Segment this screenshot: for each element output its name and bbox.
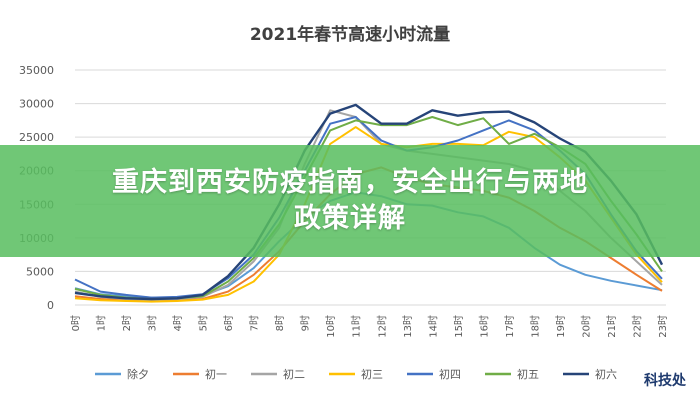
x-tick-label: 23时 xyxy=(657,315,669,338)
x-tick-label: 14时 xyxy=(427,315,439,338)
series-line-初六 xyxy=(74,103,664,301)
legend-label: 初二 xyxy=(283,367,305,381)
legend-label: 初四 xyxy=(439,367,461,381)
headline-banner[interactable]: 重庆到西安防疫指南，安全出行与两地 政策详解 xyxy=(0,145,700,257)
x-tick-label: 16时 xyxy=(478,315,490,338)
y-tick-label: 35000 xyxy=(19,64,54,77)
y-tick-label: 30000 xyxy=(19,98,54,111)
y-tick-label: 0 xyxy=(47,299,54,312)
x-tick-label: 11时 xyxy=(351,315,363,338)
x-tick-label: 4时 xyxy=(172,315,184,331)
x-tick-label: 19时 xyxy=(555,315,567,338)
x-tick-label: 1时 xyxy=(96,315,108,331)
x-tick-label: 8时 xyxy=(274,315,286,331)
x-tick-label: 5时 xyxy=(198,315,210,331)
legend-label: 初六 xyxy=(595,367,617,381)
watermark-text: 科技处 xyxy=(644,373,686,389)
x-tick-label: 0时 xyxy=(70,315,82,331)
x-tick-label: 9时 xyxy=(300,315,312,331)
y-tick-label: 5000 xyxy=(26,265,54,278)
x-tick-label: 21时 xyxy=(606,315,618,338)
chart-title: 2021年春节高速小时流量 xyxy=(250,24,450,45)
headline-line-2: 政策详解 xyxy=(294,203,406,234)
x-tick-label: 2时 xyxy=(121,315,133,331)
x-tick-label: 10时 xyxy=(325,315,337,338)
x-tick-label: 3时 xyxy=(147,315,159,331)
legend-label: 除夕 xyxy=(127,367,149,381)
legend-label: 初一 xyxy=(205,367,227,381)
x-tick-label: 22时 xyxy=(631,315,643,338)
legend-label: 初三 xyxy=(361,367,383,381)
x-tick-label: 15时 xyxy=(453,315,465,338)
y-tick-label: 25000 xyxy=(19,131,54,144)
legend-label: 初五 xyxy=(517,367,539,381)
x-tick-label: 6时 xyxy=(223,315,235,331)
x-tick-label: 13时 xyxy=(402,315,414,338)
x-tick-label: 12时 xyxy=(376,315,388,338)
x-tick-label: 7时 xyxy=(249,315,261,331)
x-tick-label: 17时 xyxy=(504,315,516,338)
x-tick-label: 20时 xyxy=(580,315,592,338)
headline-line-1: 重庆到西安防疫指南，安全出行与两地 xyxy=(112,167,588,198)
x-tick-label: 18时 xyxy=(529,315,541,338)
